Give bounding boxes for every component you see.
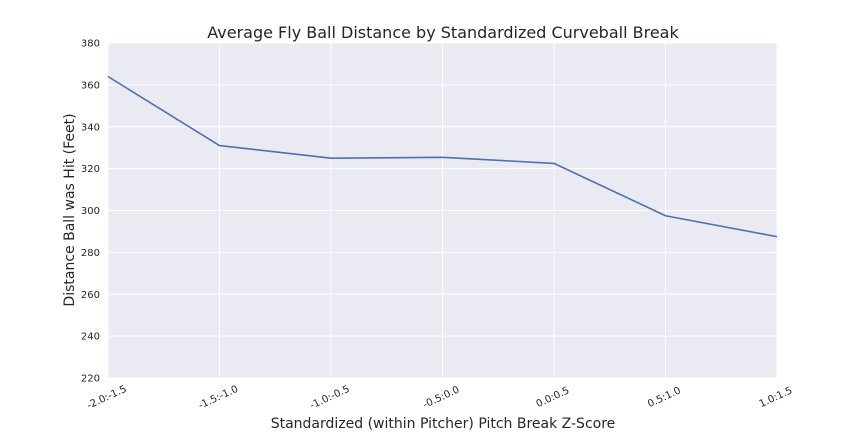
y-tick-label: 300 bbox=[81, 206, 100, 217]
x-axis-label: Standardized (within Pitcher) Pitch Brea… bbox=[271, 416, 616, 432]
data-series bbox=[107, 75, 778, 238]
y-tick-label: 280 bbox=[81, 248, 100, 259]
y-tick-label: 340 bbox=[81, 122, 100, 133]
y-axis-label: Distance Ball was Hit (Feet) bbox=[62, 113, 78, 306]
x-tick-label: -1.0:-0.5 bbox=[308, 384, 351, 412]
x-tick-labels: -2.0:-1.5 -1.5:-1.0 -1.0:-0.5 -0.5:0.0 0.0:0… bbox=[85, 384, 794, 412]
chart-title: Average Fly Ball Distance by Standardize… bbox=[207, 23, 679, 42]
y-tick-label: 240 bbox=[81, 332, 100, 343]
x-tick-label: 0.5:1.0 bbox=[646, 385, 683, 410]
y-tick-label: 220 bbox=[81, 374, 100, 385]
series-line bbox=[107, 75, 778, 238]
y-tick-label: 320 bbox=[81, 164, 100, 175]
y-tick-label: 360 bbox=[81, 80, 100, 91]
grid-lines bbox=[107, 42, 778, 379]
y-tick-label: 380 bbox=[81, 39, 100, 50]
x-tick-label: -2.0:-1.5 bbox=[85, 384, 128, 412]
y-tick-label: 260 bbox=[81, 290, 100, 301]
x-tick-label: -1.5:-1.0 bbox=[197, 384, 240, 412]
x-tick-label: 1.0:1.5 bbox=[758, 385, 795, 410]
x-tick-label: -0.5:0.0 bbox=[422, 385, 462, 411]
x-tick-label: 0.0:0.5 bbox=[535, 385, 572, 410]
y-tick-labels: 220 240 260 280 300 320 340 360 380 bbox=[81, 39, 100, 385]
